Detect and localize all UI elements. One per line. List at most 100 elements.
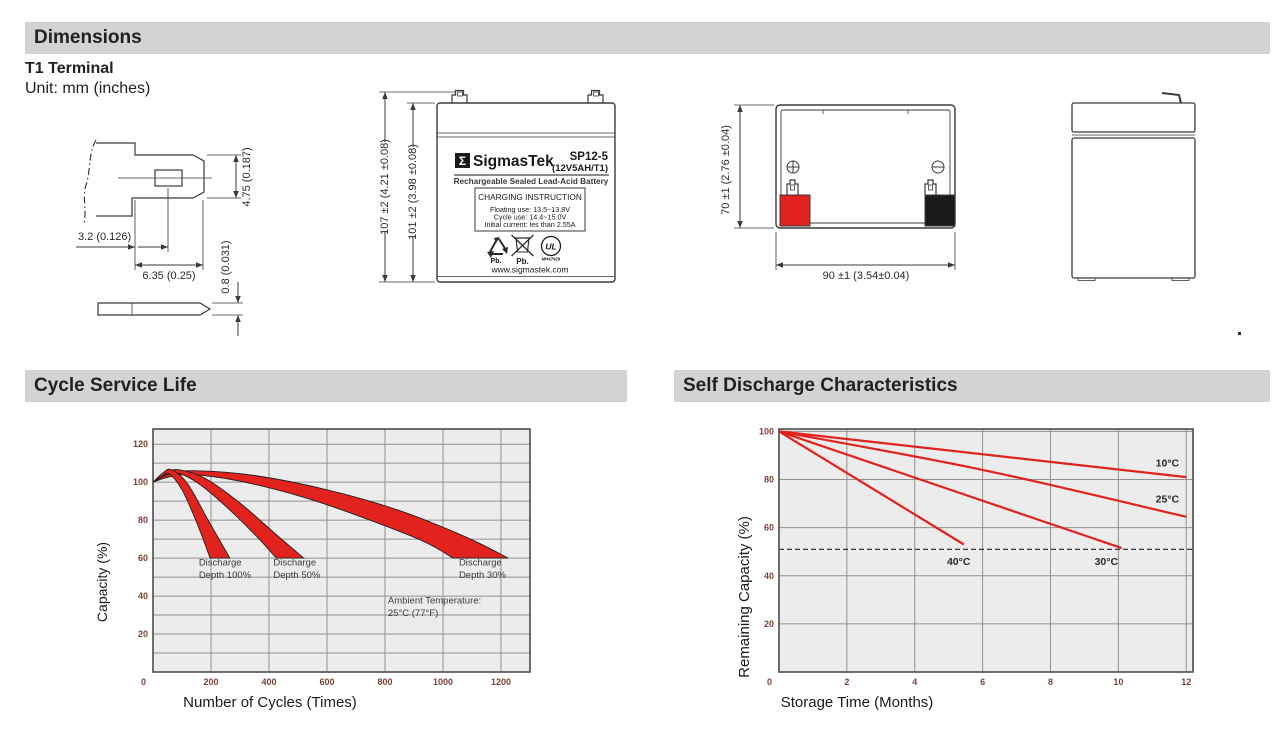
x-tick-label: 2 [844,677,849,687]
terminal-dimension-lines: 3.2 (0.126) 6.35 (0.25) 4.75 (0.187) 0.8… [76,147,253,336]
temperature-series-line [778,430,1187,479]
x-tick-label: 400 [261,677,276,687]
negative-terminal-block [924,194,956,227]
side-view-case [1071,92,1196,281]
terminal-outline [83,139,212,225]
origin-tick-label: 0 [767,677,772,687]
x-tick-label: 8 [1048,677,1053,687]
y-tick-label: 60 [764,523,774,533]
x-tick-label: 1200 [491,677,511,687]
battery-type-line: Rechargeable Sealed Lead-Acid Battery [454,177,609,186]
pb-recycle-icon [487,237,508,258]
x-tick-label: 6 [980,677,985,687]
battery-front-view: 107 ±2 (4.21 ±0.08) 101 ±2 (3.98 ±0.08) … [379,89,616,283]
dim-depth: 70 ±1 (2.76 ±0.04) [720,125,732,215]
dim-tip-to-hole: 3.2 (0.126) [78,231,131,243]
svg-text:UL: UL [545,242,556,252]
self-discharge-x-axis-label: Storage Time (Months) [781,694,934,711]
battery-label: Σ SigmasTek SP12-5 (12V5AH/T1) Rechargea… [454,151,609,275]
x-tick-label: 200 [203,677,218,687]
front-dimension-lines: 107 ±2 (4.21 ±0.08) 101 ±2 (3.98 ±0.08) [379,91,455,283]
section-title: Self Discharge Characteristics [683,375,958,396]
sigma-logo-box [455,153,470,168]
series-label: 40°C [947,556,971,568]
top-view-dimension-lines: 70 ±1 (2.76 ±0.04) 90 ±1 (3.54±0.04) [720,104,956,282]
discharge-band [152,470,509,559]
self-discharge-plot-area: 10°C 25°C 30°C 40°C 20 40 60 80 100 2 4 6 8 10 12 0 [759,426,1194,687]
terminal-type-label: T1 Terminal [25,60,114,77]
top-view-case [775,104,956,229]
positive-terminal-icon [786,160,800,174]
ul-file-code: MH47929 [542,257,561,262]
brand-name: SigmasTek [473,153,554,170]
cycle-chart-plot-area: Discharge Depth 100% Discharge Depth 50% Dis… [133,428,531,687]
x-tick-label: 4 [912,677,917,687]
x-tick-label: 600 [319,677,334,687]
battery-case [436,89,616,283]
series-label: 30°C [1095,556,1119,568]
pb-recycle-caption: Pb. [491,258,502,265]
charging-current: Initial current: les than 2.55A [484,220,575,229]
origin-tick-label: 0 [141,677,146,687]
pb-bin-caption: Pb. [516,257,528,266]
terminal-left [451,89,468,103]
discharge-band [152,468,231,559]
model-number: SP12-5 [570,151,609,163]
print-artifact-dot [1238,332,1241,335]
charging-cycle: Cycle use: 14.4~15.0V [494,213,567,222]
chart-annotation: Discharge Depth 100% [199,558,252,582]
temperature-series-line [778,430,1123,550]
x-tick-label: 1000 [433,677,453,687]
series-label: 25°C [1156,493,1180,505]
positive-terminal-block [779,194,811,227]
y-tick-label: 20 [764,619,774,629]
section-header-dimensions: Dimensions [25,22,1270,54]
negative-terminal-icon [931,160,945,174]
ul-mark-icon: UL [540,235,562,257]
y-tick-label: 60 [138,553,148,563]
section-title: Dimensions [34,27,142,48]
dim-tab-length: 6.35 (0.25) [142,270,195,282]
chart-annotation: Ambient Temperature: 25°C (77°F) [388,596,481,620]
dim-thickness: 0.8 (0.031) [220,240,232,293]
x-tick-label: 800 [377,677,392,687]
terminal-right [587,89,604,103]
charging-title: CHARGING INSTRUCTION [478,192,582,202]
cycle-chart-x-axis-label: Number of Cycles (Times) [183,694,357,711]
chart-annotation: Discharge Depth 50% [273,558,321,582]
temperature-series-line [778,430,965,546]
y-tick-label: 40 [138,591,148,601]
battery-top-view: 70 ±1 (2.76 ±0.04) 90 ±1 (3.54±0.04) [720,104,956,282]
dim-case-height: 101 ±2 (3.98 ±0.08) [407,144,419,240]
y-tick-label: 80 [138,515,148,525]
battery-rating: (12V5AH/T1) [552,163,608,174]
dim-total-height: 107 ±2 (4.21 ±0.08) [379,139,391,235]
temperature-series-line [778,430,1187,518]
x-tick-label: 10 [1113,677,1123,687]
cycle-chart-y-axis-label: Capacity (%) [94,542,110,622]
charging-floating: Floating use: 13.5~13.8V [490,205,570,214]
y-tick-label: 100 [759,426,774,436]
sigma-logo: Σ [459,154,466,168]
unit-note: Unit: mm (inches) [25,80,151,97]
pb-bin-icon [511,234,534,257]
self-discharge-y-axis-label: Remaining Capacity (%) [736,516,753,678]
website: www.sigmastek.com [491,265,569,275]
y-tick-label: 100 [133,477,148,487]
section-title: Cycle Service Life [34,375,197,396]
terminal-side-profile [97,302,212,316]
y-tick-label: 40 [764,571,774,581]
terminal-detail-drawing: 3.2 (0.126) 6.35 (0.25) 4.75 (0.187) 0.8… [76,139,253,336]
cycle-service-life-chart: Discharge Depth 100% Discharge Depth 50% Dis… [94,428,531,711]
self-discharge-chart: 10°C 25°C 30°C 40°C 20 40 60 80 100 2 4 6 8 10 12 0 Rem… [736,426,1194,711]
y-tick-label: 120 [133,439,148,449]
dim-tab-height: 4.75 (0.187) [241,147,253,206]
series-label: 10°C [1156,457,1180,469]
section-header-cycle-service-life: Cycle Service Life [25,370,627,402]
y-tick-label: 80 [764,475,774,485]
x-tick-label: 12 [1181,677,1191,687]
section-header-self-discharge: Self Discharge Characteristics [674,370,1270,402]
y-tick-label: 20 [138,629,148,639]
battery-side-view [1071,92,1196,281]
